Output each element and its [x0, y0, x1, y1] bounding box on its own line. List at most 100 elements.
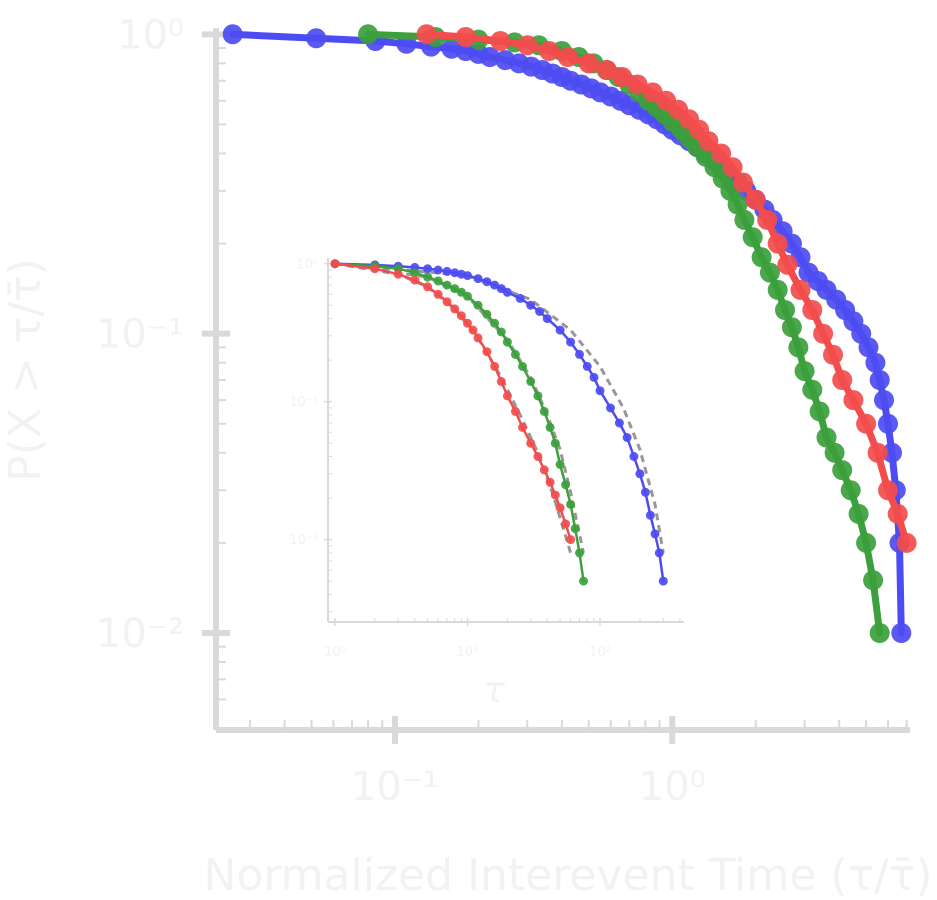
- main-series-point: [539, 41, 560, 61]
- inset-series-point: [550, 438, 560, 448]
- main-series-point: [790, 279, 811, 300]
- inset-series-point: [482, 347, 492, 357]
- inset-series-point: [550, 490, 560, 500]
- inset-series-point: [450, 284, 460, 294]
- main-y-tick-label: 10⁰: [117, 12, 184, 58]
- main-series-point: [865, 352, 886, 373]
- main-series-point: [767, 279, 788, 300]
- inset-series-point: [433, 276, 443, 286]
- inset-series-point: [518, 361, 527, 371]
- inset-x-axis-label: τ: [483, 670, 505, 711]
- inset-series-point: [566, 337, 576, 347]
- main-series-point: [733, 172, 753, 193]
- main-series-point: [751, 247, 772, 268]
- inset-series-point: [635, 469, 645, 479]
- inset-series-line-1: [333, 262, 585, 583]
- main-plot: 10⁰ 10⁻¹ 10⁻² 10⁻¹ 10⁰ Normalized Interevent…: [0, 12, 932, 900]
- inset-series-point: [496, 327, 506, 337]
- main-series-point: [490, 31, 511, 51]
- inset-series-point: [423, 282, 433, 292]
- inset-y-tick-label: 10⁻¹: [289, 395, 318, 410]
- main-series-point: [878, 480, 898, 501]
- main-series-point: [479, 47, 500, 67]
- main-series-point: [557, 47, 578, 67]
- inset-series-point: [526, 377, 536, 386]
- inset-background: [318, 250, 690, 630]
- inset-axes: 10⁰ 10⁻¹ 10⁻² 10⁰ 10¹ 10²: [289, 257, 684, 660]
- main-series-point: [734, 209, 755, 230]
- inset-series-point: [515, 293, 525, 303]
- main-series-point: [863, 570, 884, 591]
- inset-series-point: [502, 287, 512, 297]
- main-series-point: [832, 370, 853, 390]
- inset-series-point: [606, 403, 615, 413]
- main-series-point: [848, 503, 869, 524]
- main-series-point: [802, 300, 823, 320]
- main-series-point: [416, 24, 437, 45]
- inset-series-2: [330, 259, 576, 545]
- main-series-point: [896, 532, 917, 553]
- inset-series-point: [473, 300, 483, 310]
- inset-series-point: [570, 524, 580, 534]
- inset-series-point: [442, 297, 452, 307]
- main-y-tick-label: 10⁻²: [96, 611, 184, 657]
- main-series-point: [809, 401, 830, 422]
- main-series-point: [869, 623, 890, 643]
- inset-series-point: [526, 438, 536, 448]
- inset-series-point: [535, 307, 545, 316]
- main-y-axis-label: P(X > τ/τ̄): [0, 258, 51, 482]
- inset-series-point: [545, 477, 555, 487]
- inset-series-point: [330, 259, 340, 269]
- main-series-point: [612, 67, 633, 87]
- inset-series-point: [502, 337, 512, 347]
- main-series-point: [455, 27, 476, 47]
- main-series-point: [823, 344, 843, 365]
- inset-x-tick-label: 10¹: [457, 645, 479, 660]
- main-series-point: [757, 209, 778, 230]
- inset-series-point: [555, 460, 565, 469]
- inset-series-point: [545, 422, 555, 432]
- main-series-point: [627, 74, 648, 95]
- inset-series-point: [410, 275, 420, 285]
- inset-series-point: [555, 325, 565, 335]
- main-series-point: [698, 131, 719, 152]
- main-series-point: [727, 194, 748, 215]
- inset-series-point: [423, 272, 433, 282]
- main-series-point: [742, 227, 763, 248]
- inset-x-tick-label: 10²: [589, 645, 611, 660]
- inset-series-point: [450, 304, 460, 314]
- main-series-point: [781, 317, 802, 338]
- main-series-point: [887, 503, 908, 524]
- inset-series-point: [640, 487, 650, 497]
- main-series-point: [517, 35, 538, 56]
- main-series-point: [306, 28, 327, 49]
- inset-series-point: [433, 265, 443, 275]
- inset-series-point: [490, 361, 500, 371]
- main-x-tick-label: 10⁰: [639, 764, 706, 810]
- inset-series-point: [658, 576, 668, 586]
- main-series-point: [869, 370, 890, 390]
- main-series-point: [759, 262, 780, 283]
- main-series-point: [832, 460, 853, 481]
- inset-series-point: [473, 274, 483, 284]
- main-x-axis-label: Normalized Interevent Time (τ/τ̄): [204, 850, 933, 900]
- inset-series-point: [645, 510, 655, 520]
- inset-series-point: [463, 291, 472, 301]
- inset-series-point: [433, 289, 443, 299]
- inset-y-tick-label: 10⁻²: [289, 533, 318, 548]
- inset-series-point: [468, 325, 478, 335]
- inset-series-point: [490, 318, 500, 328]
- inset-series-point: [533, 452, 543, 461]
- main-series-point: [358, 24, 379, 45]
- inset-series-point: [482, 309, 492, 319]
- main-series-point: [856, 532, 877, 553]
- inset-series-point: [539, 406, 549, 416]
- main-series-point: [874, 390, 894, 411]
- inset-series-point: [456, 311, 466, 321]
- main-series-point: [813, 323, 834, 344]
- main-x-tick-label: 10⁻¹: [351, 764, 439, 810]
- inset-series-point: [579, 576, 588, 586]
- main-series-point: [775, 300, 795, 320]
- inset-series-point: [561, 480, 571, 490]
